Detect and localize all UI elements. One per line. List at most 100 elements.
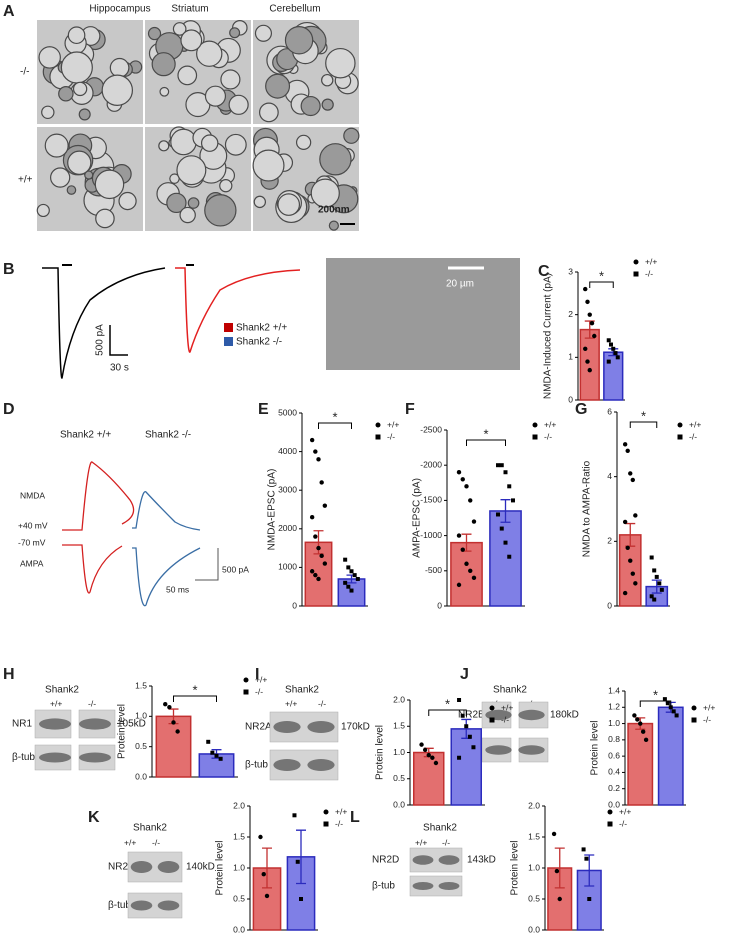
bar <box>657 706 684 806</box>
data-point <box>456 582 462 588</box>
y-axis-label: Protein level <box>510 840 521 895</box>
legend-marker <box>607 809 613 815</box>
genotype-label: Shank2 +/+ <box>60 430 111 441</box>
row-label: +/+ <box>18 175 33 186</box>
y-tick-label: 5000 <box>278 407 297 417</box>
data-point <box>662 697 667 702</box>
bar <box>579 328 600 401</box>
data-point <box>471 519 477 524</box>
trace <box>62 544 123 594</box>
data-point <box>313 572 318 578</box>
y-axis-label: NMDA-EPSC (pA) <box>267 469 278 551</box>
legend-marker <box>375 422 381 428</box>
y-tick-label: 0 <box>568 394 573 404</box>
legend-label: +/+ <box>703 702 715 712</box>
blot-target: NR2A <box>245 722 272 733</box>
data-point <box>175 729 180 734</box>
data-point <box>615 355 620 360</box>
bar <box>627 722 654 806</box>
data-point <box>460 713 465 718</box>
blot-band <box>307 759 335 771</box>
legend-label: +/+ <box>255 674 267 684</box>
legend-marker <box>323 809 329 815</box>
y-tick-label: 1.5 <box>528 831 540 841</box>
data-point <box>585 359 590 364</box>
data-point <box>346 565 351 570</box>
data-point <box>319 480 324 485</box>
y-tick-label: 0.0 <box>233 924 245 934</box>
em-structure <box>158 140 170 152</box>
data-point <box>456 470 462 475</box>
em-structure <box>50 167 71 188</box>
bar <box>413 751 445 806</box>
em-structure <box>166 192 187 214</box>
legend-marker <box>243 689 249 695</box>
em-structure <box>176 155 207 186</box>
y-tick-label: 1.0 <box>233 862 245 872</box>
y-tick-label: 1.4 <box>608 685 620 695</box>
legend-label: -/- <box>645 268 653 278</box>
y-tick-label: 2 <box>568 309 573 319</box>
data-point <box>587 897 592 901</box>
legend-marker <box>323 821 329 827</box>
legend-label: +/+ <box>501 702 513 712</box>
data-point <box>496 463 501 468</box>
y-tick-label: 0.0 <box>393 799 405 809</box>
data-point <box>309 569 315 574</box>
blot-genotype: +/+ <box>285 698 297 708</box>
data-point <box>163 702 168 707</box>
y-tick-label: 4 <box>607 471 612 481</box>
blot-gene: Shank2 <box>133 823 167 834</box>
legend-marker <box>677 422 683 428</box>
bar <box>450 728 482 806</box>
em-structure <box>41 105 55 120</box>
data-point <box>622 519 628 525</box>
blot-size: 143kD <box>467 855 496 866</box>
data-point <box>630 571 635 576</box>
data-point <box>355 576 360 581</box>
y-tick-label: 1.5 <box>233 831 245 841</box>
blot-band <box>157 861 180 873</box>
blot-band <box>79 752 111 763</box>
em-structure <box>67 26 86 45</box>
data-point <box>464 484 469 489</box>
data-point <box>214 753 219 758</box>
y-tick-label: 2.0 <box>233 800 245 810</box>
em-structure <box>60 51 93 84</box>
blot-band <box>485 745 512 755</box>
em-structure <box>328 220 339 231</box>
panel-label: I <box>255 666 259 683</box>
scale-bar <box>109 325 128 356</box>
y-tick-label: 0 <box>292 600 297 610</box>
legend-marker <box>489 717 495 723</box>
data-point <box>322 561 328 566</box>
legend-label: -/- <box>689 431 697 441</box>
region-label: Hippocampus <box>89 4 150 15</box>
blot-size: 180kD <box>550 710 579 721</box>
data-point <box>499 463 504 468</box>
em-structure <box>72 81 88 97</box>
y-tick-label: 0.0 <box>608 799 620 809</box>
legend-label: -/- <box>335 818 343 828</box>
data-point <box>606 338 611 343</box>
em-structure <box>67 150 92 175</box>
significance-label: * <box>445 696 450 711</box>
data-point <box>654 574 659 579</box>
data-point <box>499 526 504 531</box>
data-point <box>313 534 318 539</box>
legend-label: -/- <box>703 714 711 724</box>
scale-label: 20 µm <box>446 279 474 290</box>
em-structure <box>204 194 237 227</box>
em-structure <box>300 95 321 117</box>
data-point <box>583 346 588 351</box>
data-point <box>218 756 223 761</box>
em-structure <box>204 85 227 107</box>
error-bar <box>651 579 662 594</box>
data-point <box>258 834 263 840</box>
y-tick-label: 1.0 <box>528 862 540 872</box>
error-bar <box>296 829 306 885</box>
em-structure <box>224 133 247 156</box>
em-structure <box>94 169 125 200</box>
y-tick-label: 0 <box>437 600 442 610</box>
blot-target: NR1 <box>12 719 32 730</box>
